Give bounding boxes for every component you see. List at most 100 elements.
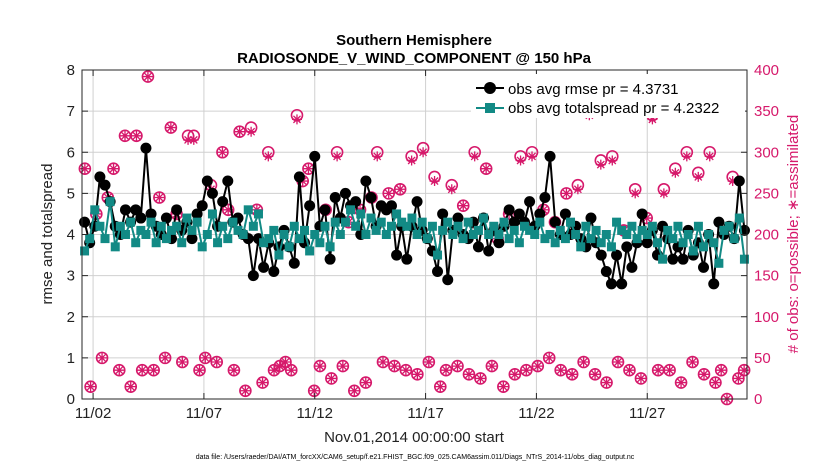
obs-possible-point <box>239 384 252 398</box>
totalspread-point <box>100 234 110 244</box>
obs-assimilated-point <box>527 151 538 162</box>
y-axis-right-label: # of obs: o=possible; ∗=assimilated <box>785 115 802 354</box>
obs-possible-point <box>107 162 120 175</box>
totalspread-point <box>509 225 519 235</box>
obs-possible-point <box>78 162 92 175</box>
y-tick-label: 2 <box>67 309 75 326</box>
rmse-point <box>508 216 520 228</box>
y-right-tick-label: 200 <box>754 227 779 244</box>
totalspread-point <box>535 217 545 227</box>
obs-possible-point <box>433 380 447 393</box>
obs-assimilated-point <box>498 381 509 392</box>
totalspread-point <box>320 221 330 231</box>
rmse-point <box>503 204 515 216</box>
totalspread-point <box>279 230 289 239</box>
obs-assimilated-point <box>131 130 142 141</box>
totalspread-point <box>499 217 509 227</box>
obs-assimilated-point <box>286 365 297 376</box>
rmse-point <box>350 196 362 208</box>
obs-assimilated-point <box>114 365 125 376</box>
rmse-point <box>411 196 423 208</box>
data-file-footnote: data file: /Users/raeder/DAI/ATM_forcXX/… <box>196 454 635 461</box>
obs-assimilated-point <box>85 381 96 392</box>
totalspread-point <box>453 221 463 231</box>
obs-assimilated-point <box>555 365 566 376</box>
y-tick-label: 4 <box>67 227 75 244</box>
obs-possible-point <box>531 359 545 373</box>
series-layer <box>78 70 751 406</box>
rmse-point <box>677 253 689 265</box>
chart-subtitle: RADIOSONDE_V_WIND_COMPONENT @ 150 hPa <box>237 50 592 67</box>
totalspread-point <box>161 234 171 244</box>
obs-assimilated-point <box>211 356 222 367</box>
obs-assimilated-point <box>475 373 486 384</box>
totalspread-point <box>642 230 652 239</box>
rmse-point <box>636 208 648 220</box>
rmse-point <box>360 175 372 187</box>
obs-assimilated-point <box>360 377 371 388</box>
obs-possible-point <box>164 121 178 134</box>
legend-rmse-marker <box>484 82 496 94</box>
obs-possible-point <box>84 380 97 393</box>
obs-assimilated-point <box>641 213 652 224</box>
obs-possible-point <box>732 372 745 385</box>
rmse-point <box>611 249 623 261</box>
totalspread-point <box>596 238 606 248</box>
totalspread-point <box>658 254 668 264</box>
totalspread-point <box>704 230 714 239</box>
legend-totalspread-label: obs avg totalspread pr = 4.2322 <box>508 100 719 117</box>
rmse-point <box>201 175 213 187</box>
totalspread-point <box>300 225 310 235</box>
obs-assimilated-point <box>274 361 285 372</box>
totalspread-point <box>233 225 243 235</box>
obs-assimilated-point <box>681 151 692 162</box>
legend-rmse-label: obs avg rmse pr = 4.3731 <box>508 81 679 98</box>
obs-assimilated-point <box>601 377 612 388</box>
totalspread-point <box>376 217 386 227</box>
rmse-point <box>319 204 331 216</box>
obs-assimilated-point <box>423 356 434 367</box>
obs-assimilated-point <box>269 365 280 376</box>
totalspread-point <box>668 234 678 244</box>
totalspread-point <box>734 213 744 223</box>
rmse-point <box>539 191 551 203</box>
totalspread-point <box>366 213 376 223</box>
rmse-point <box>324 253 336 265</box>
obs-possible-point <box>95 351 109 365</box>
rmse-point <box>621 241 633 253</box>
rmse-point <box>160 212 172 224</box>
obs-assimilated-point <box>154 192 165 203</box>
obs-possible-point <box>216 145 229 159</box>
obs-possible-point <box>611 355 625 369</box>
totalspread-point <box>110 242 120 252</box>
obs-assimilated-point <box>412 369 423 380</box>
obs-assimilated-point <box>463 369 474 380</box>
totalspread-point <box>187 225 197 235</box>
totalspread-point <box>663 225 673 235</box>
rmse-point <box>130 204 142 216</box>
obs-assimilated-point <box>481 163 492 174</box>
totalspread-point <box>386 221 396 231</box>
obs-possible-point <box>560 187 573 200</box>
obs-possible-point <box>198 351 212 365</box>
obs-assimilated-point <box>223 204 234 215</box>
obs-assimilated-point <box>326 373 337 384</box>
totalspread-point <box>709 238 719 248</box>
obs-possible-point <box>565 368 579 381</box>
y-tick-label: 0 <box>67 391 75 408</box>
totalspread-point <box>264 234 274 244</box>
totalspread-point <box>141 230 151 239</box>
obs-assimilated-point <box>544 352 555 363</box>
totalspread-point <box>136 225 146 235</box>
rmse-point <box>329 191 341 203</box>
obs-possible-point <box>382 187 396 200</box>
x-tick-label: 11/17 <box>407 405 443 422</box>
rmse-point <box>191 208 203 220</box>
obs-possible-point <box>451 359 464 373</box>
totalspread-point <box>167 225 177 235</box>
totalspread-point <box>402 221 412 231</box>
totalspread-point <box>484 230 494 239</box>
obs-possible-point <box>221 203 235 217</box>
obs-possible-point <box>307 384 321 398</box>
